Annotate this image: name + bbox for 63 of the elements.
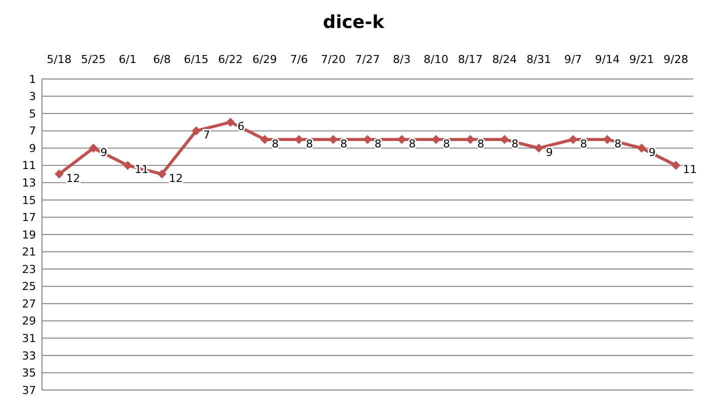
x-tick-label: 6/15 — [184, 53, 209, 66]
data-label: 9 — [546, 146, 553, 159]
chart-title: dice-k — [322, 12, 386, 33]
point — [88, 144, 98, 153]
data-label: 8 — [306, 137, 313, 150]
point — [534, 144, 544, 153]
y-tick-label: 27 — [22, 297, 36, 310]
y-tick-label: 29 — [22, 314, 36, 328]
x-tick-label: 8/10 — [424, 53, 448, 66]
point — [226, 118, 235, 127]
data-label: 12 — [168, 172, 183, 185]
data-label: 11 — [134, 163, 149, 176]
x-tick-label: 7/6 — [290, 53, 308, 66]
y-tick-label: 17 — [22, 211, 36, 224]
y-tick-label: 19 — [22, 228, 36, 242]
y-tick-label: 1 — [29, 72, 36, 86]
x-tick-label: 6/29 — [252, 53, 278, 66]
x-tick-label: 8/24 — [492, 53, 517, 66]
point — [157, 170, 166, 179]
data-label: 8 — [443, 137, 450, 150]
x-tick-label: 7/20 — [320, 53, 346, 66]
y-tick-label: 3 — [29, 90, 36, 104]
x-tick-label: 9/21 — [629, 53, 654, 66]
data-label: 7 — [203, 128, 210, 142]
y-tick-label: 7 — [29, 124, 36, 138]
x-tick-label: 9/28 — [664, 53, 688, 66]
data-label: 12 — [66, 172, 80, 185]
x-tick-label: 5/25 — [81, 53, 106, 66]
data-label: 8 — [374, 137, 382, 150]
x-tick-label: 6/1 — [118, 53, 137, 66]
y-tick-label: 37 — [22, 384, 36, 397]
x-tick-label: 8/3 — [392, 53, 411, 66]
data-label: 8 — [272, 137, 279, 150]
data-label: 8 — [408, 137, 416, 150]
x-tick-label: 9/14 — [594, 53, 620, 66]
y-tick-label: 15 — [22, 194, 36, 207]
point — [123, 160, 132, 170]
x-tick-label: 9/7 — [564, 53, 582, 66]
data-label: 8 — [477, 137, 484, 150]
y-tick-label: 23 — [22, 262, 36, 276]
y-tick-label: 35 — [22, 366, 36, 380]
point — [671, 160, 680, 170]
y-tick-label: 21 — [22, 246, 36, 259]
x-tick-label: 8/31 — [526, 53, 552, 66]
y-tick-label: 11 — [22, 159, 36, 172]
x-tick-label: 6/22 — [218, 53, 243, 66]
data-label: 11 — [682, 163, 697, 176]
data-label: 6 — [237, 120, 244, 134]
x-tick-label: 6/8 — [153, 53, 171, 66]
point — [192, 126, 201, 136]
point — [54, 170, 64, 179]
y-tick-label: 13 — [22, 176, 36, 190]
x-tick-label: 7/27 — [355, 53, 380, 66]
y-tick-label: 5 — [29, 107, 36, 120]
y-tick-label: 31 — [22, 332, 36, 346]
y-tick-label: 33 — [22, 349, 36, 362]
data-label: 8 — [580, 137, 588, 150]
y-tick-label: 9 — [29, 142, 36, 155]
point — [637, 144, 646, 153]
data-label: 8 — [340, 137, 348, 150]
x-tick-label: 8/17 — [458, 53, 483, 66]
y-tick-label: 25 — [22, 280, 36, 294]
x-tick-label: 5/18 — [46, 53, 72, 66]
